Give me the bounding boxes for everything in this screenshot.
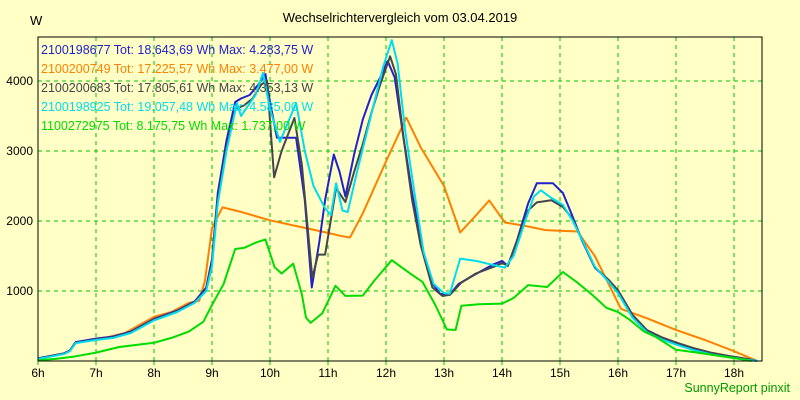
x-tick-label: 13h — [434, 366, 454, 380]
x-tick-label: 11h — [318, 366, 337, 380]
series-line-2100198925 — [37, 39, 758, 362]
x-tick-label: 14h — [492, 366, 512, 380]
series-line-1100272975 — [37, 238, 752, 362]
legend-item-2100200749: 2100200749 Tot: 17.225,57 Wh Max: 3.477,… — [41, 62, 314, 76]
footer-credit: SunnyReport pinxit — [684, 381, 790, 395]
y-tick-label: 2000 — [6, 214, 33, 228]
x-tick-label: 15h — [550, 366, 570, 380]
chart-title: Wechselrichtervergleich vom 03.04.2019 — [282, 10, 518, 25]
legend-item-2100198925: 2100198925 Tot: 19.057,48 Wh Max: 4.585,… — [41, 100, 314, 114]
y-tick-label: 3000 — [6, 144, 33, 158]
chart-legend: 2100198677 Tot: 18.643,69 Wh Max: 4.283,… — [41, 41, 313, 136]
x-tick-label: 12h — [376, 366, 396, 380]
plot-border — [37, 36, 763, 362]
legend-item-2100198677: 2100198677 Tot: 18.643,69 Wh Max: 4.283,… — [41, 43, 314, 57]
x-tick-label: 8h — [147, 366, 160, 380]
x-tick-label: 10h — [260, 366, 280, 380]
x-tick-label: 9h — [205, 366, 218, 380]
legend-item-1100272975: 1100272975 Tot: 8.175,75 Wh Max: 1.737,0… — [41, 119, 306, 133]
y-tick-label: 1000 — [6, 284, 33, 298]
legend-item-2100200683: 2100200683 Tot: 17.805,61 Wh Max: 4.353,… — [41, 81, 314, 95]
y-tick-label: 4000 — [6, 74, 33, 88]
x-tick-label: 16h — [608, 366, 628, 380]
x-tick-label: 18h — [724, 366, 744, 380]
x-tick-label: 7h — [89, 366, 102, 380]
y-axis-unit-label: W — [30, 13, 43, 28]
x-tick-label: 17h — [666, 366, 686, 380]
x-tick-label: 6h — [31, 366, 44, 380]
